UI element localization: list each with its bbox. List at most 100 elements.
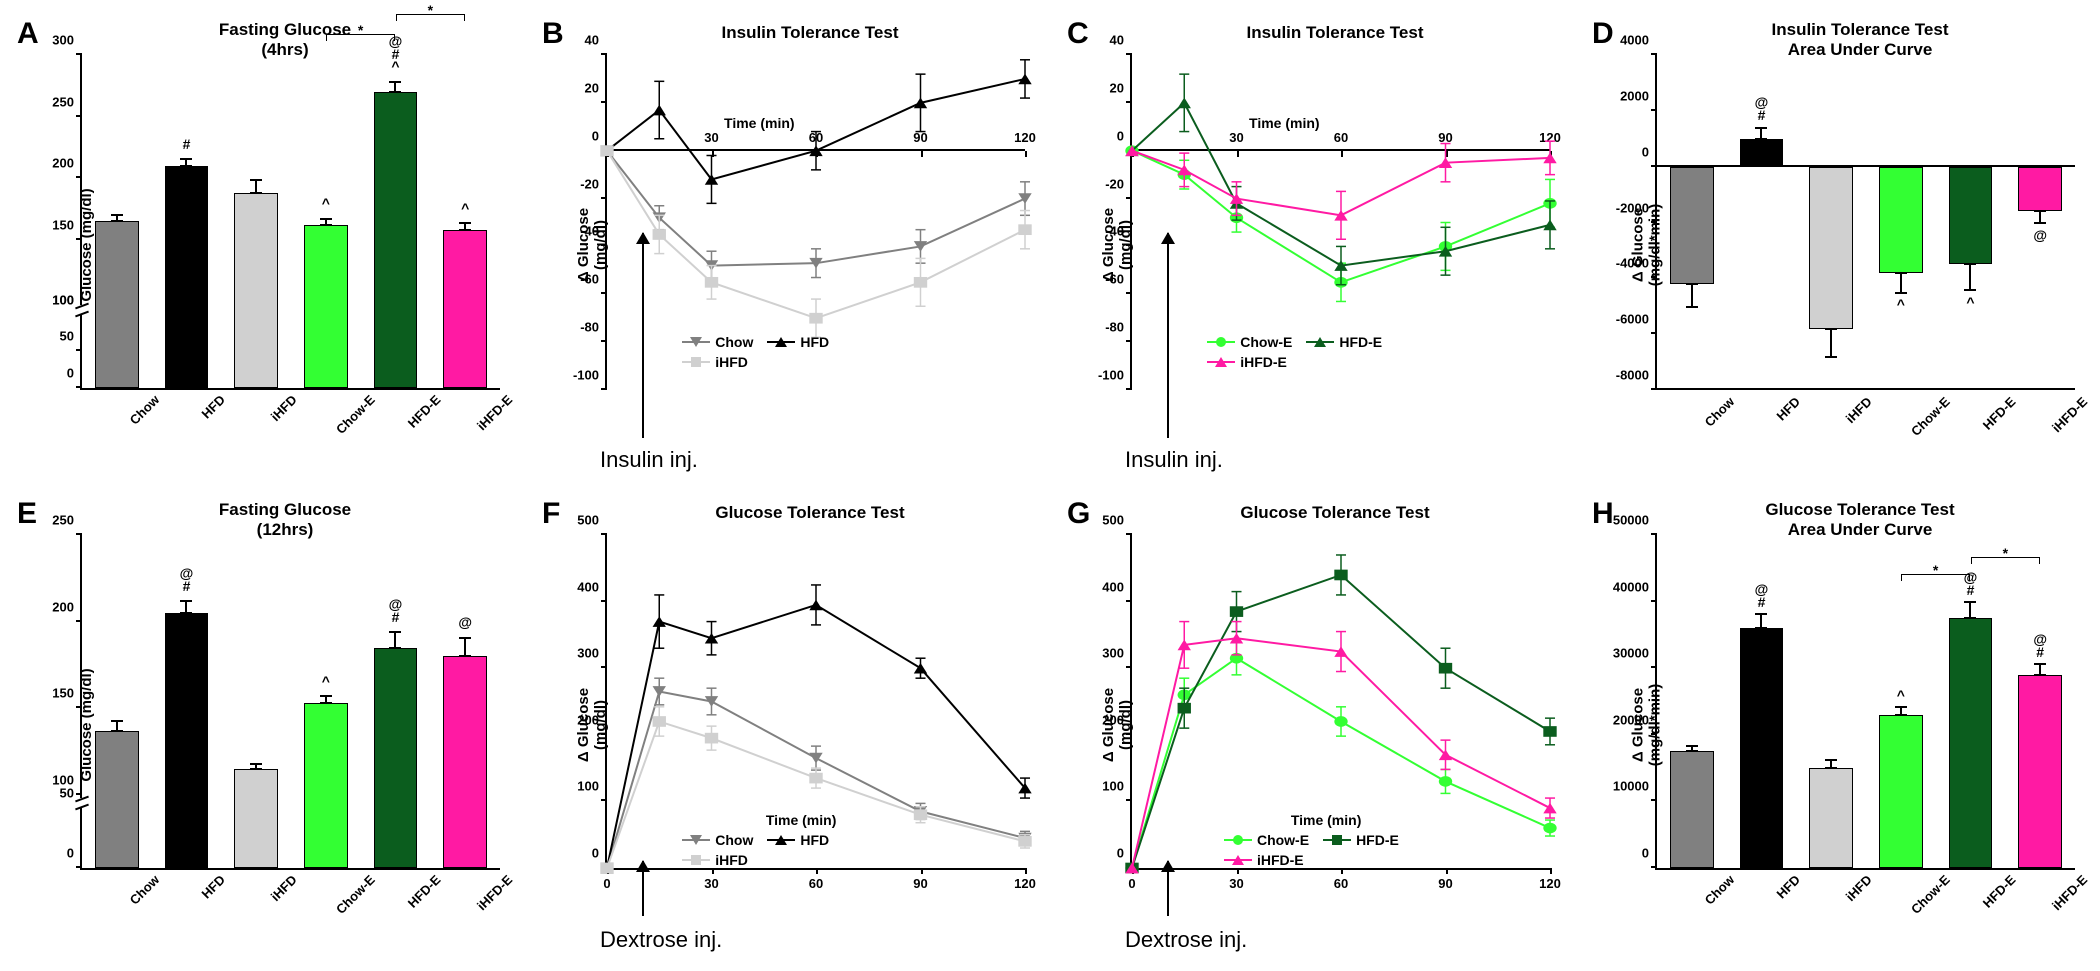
bar-Chow [1670, 167, 1714, 284]
significance-marker: ^ [322, 197, 330, 210]
significance-marker: @ # [1755, 583, 1769, 608]
y-tick-label: 10000 [1613, 779, 1649, 794]
y-tick-label: 0 [1642, 846, 1649, 861]
chart-title: Glucose Tolerance Test Area Under Curve [1590, 500, 2085, 539]
sig-star: * [1933, 564, 1938, 577]
error-bar [116, 720, 118, 732]
legend-label: iHFD-E [1257, 852, 1304, 868]
legend-item: HFD-E [1323, 832, 1399, 848]
x-tick-label: HFD [1774, 872, 1803, 901]
plot-area: 01002003004005000306090120Time (min)Chow… [605, 535, 1025, 870]
y-tick-label: 250 [52, 513, 74, 528]
error-bar [255, 179, 257, 194]
panel-F: FGlucose Tolerance TestΔ Glucose (mg/dl)… [540, 495, 1035, 955]
y-tick [1651, 533, 1657, 535]
panel-G: GGlucose Tolerance TestΔ Glucose (mg/dl)… [1065, 495, 1560, 955]
panel-letter: G [1067, 497, 1090, 531]
significance-marker: @ # [180, 567, 194, 592]
bar-iHFD-E [443, 656, 487, 868]
legend-label: HFD-E [1339, 334, 1382, 350]
legend-item: iHFD-E [1224, 852, 1304, 868]
y-tick-label: 100 [52, 772, 74, 787]
chart-title: Glucose Tolerance Test [540, 503, 1035, 523]
error-bar [1900, 272, 1902, 294]
y-tick-label: 200 [52, 599, 74, 614]
legend-item: Chow-E [1207, 334, 1292, 350]
error-bar [1691, 283, 1693, 308]
y-tick [76, 793, 82, 795]
panel-letter: C [1067, 17, 1089, 51]
significance-marker: ^ [1897, 298, 1905, 311]
bar-iHFD [1809, 167, 1853, 329]
error-bar [464, 222, 466, 231]
x-tick-label: Chow-E [1908, 394, 1953, 439]
x-tick-label: iHFD [267, 872, 299, 904]
significance-marker: ^ [461, 202, 469, 215]
y-tick [1651, 733, 1657, 735]
bar-HFD-E [374, 648, 418, 868]
significance-marker: ^ [1966, 296, 1974, 309]
legend: ChowHFDiHFD [682, 330, 843, 370]
y-tick [76, 115, 82, 117]
injection-label: Dextrose inj. [600, 927, 722, 953]
panel-letter: B [542, 17, 564, 51]
zero-line [1657, 165, 2075, 167]
y-tick-label: 0 [1642, 144, 1649, 159]
bar-Chow-E [1879, 167, 1923, 273]
plot-area: -100-80-60-40-20020400306090120Time (min… [1130, 55, 1550, 390]
x-tick-label: iHFD-E [474, 392, 515, 433]
y-tick-label: 2000 [1620, 88, 1649, 103]
figure-grid: AFasting Glucose (4hrs)Glucose (mg/dl)05… [15, 15, 2085, 955]
chart-title: Insulin Tolerance Test [1065, 23, 1560, 43]
plot-area: 01002003004005000306090120Time (min)Chow… [1130, 535, 1550, 870]
error-bar [185, 158, 187, 167]
panel-letter: A [17, 17, 39, 51]
panel-letter: D [1592, 17, 1614, 51]
legend-item: HFD [767, 334, 829, 350]
x-tick-label: iHFD-E [2049, 872, 2090, 913]
x-tick-label: HFD [199, 872, 228, 901]
sig-star: * [2003, 547, 2008, 560]
y-tick [1651, 666, 1657, 668]
y-tick-label: 30000 [1613, 646, 1649, 661]
x-tick-label: iHFD-E [2049, 394, 2090, 435]
legend-label: Chow [715, 334, 753, 350]
error-bar [1760, 127, 1762, 140]
chart-title: Fasting Glucose (12hrs) [15, 500, 510, 539]
bar-iHFD [234, 193, 278, 388]
legend-label: Chow [715, 832, 753, 848]
y-tick [76, 176, 82, 178]
bar-Chow [95, 731, 139, 868]
y-tick [1651, 276, 1657, 278]
legend-item: HFD [767, 832, 829, 848]
panel-A: AFasting Glucose (4hrs)Glucose (mg/dl)05… [15, 15, 510, 475]
line-layer [1132, 535, 1550, 868]
bar-Chow-E [304, 225, 348, 388]
line-layer [607, 535, 1025, 868]
x-tick-label: Chow-E [333, 392, 378, 437]
error-bar [1900, 706, 1902, 716]
y-tick [76, 533, 82, 535]
y-tick [1651, 221, 1657, 223]
y-tick-label: 40000 [1613, 579, 1649, 594]
error-bar [116, 214, 118, 223]
bar-Chow-E [1879, 715, 1923, 868]
legend-item: Chow [682, 334, 753, 350]
y-tick-label: 4000 [1620, 33, 1649, 48]
y-tick [76, 53, 82, 55]
y-tick [76, 620, 82, 622]
x-tick-label: Chow [127, 392, 163, 428]
panel-letter: E [17, 497, 37, 531]
legend-item: HFD-E [1306, 334, 1382, 350]
legend-label: iHFD-E [1240, 354, 1287, 370]
bar-iHFD-E [2018, 675, 2062, 868]
significance-marker: ^ [1897, 689, 1905, 702]
significance-marker: @ # [2033, 633, 2047, 658]
x-tick-label: HFD-E [1980, 394, 2019, 433]
y-tick-label: 150 [52, 217, 74, 232]
y-tick [1651, 799, 1657, 801]
x-tick-label: Chow-E [1908, 872, 1953, 917]
sig-star: * [428, 4, 433, 17]
plot-area: 01000020000300004000050000ChowHFD@ #iHFD… [1655, 535, 2075, 870]
legend-label: Chow-E [1257, 832, 1309, 848]
